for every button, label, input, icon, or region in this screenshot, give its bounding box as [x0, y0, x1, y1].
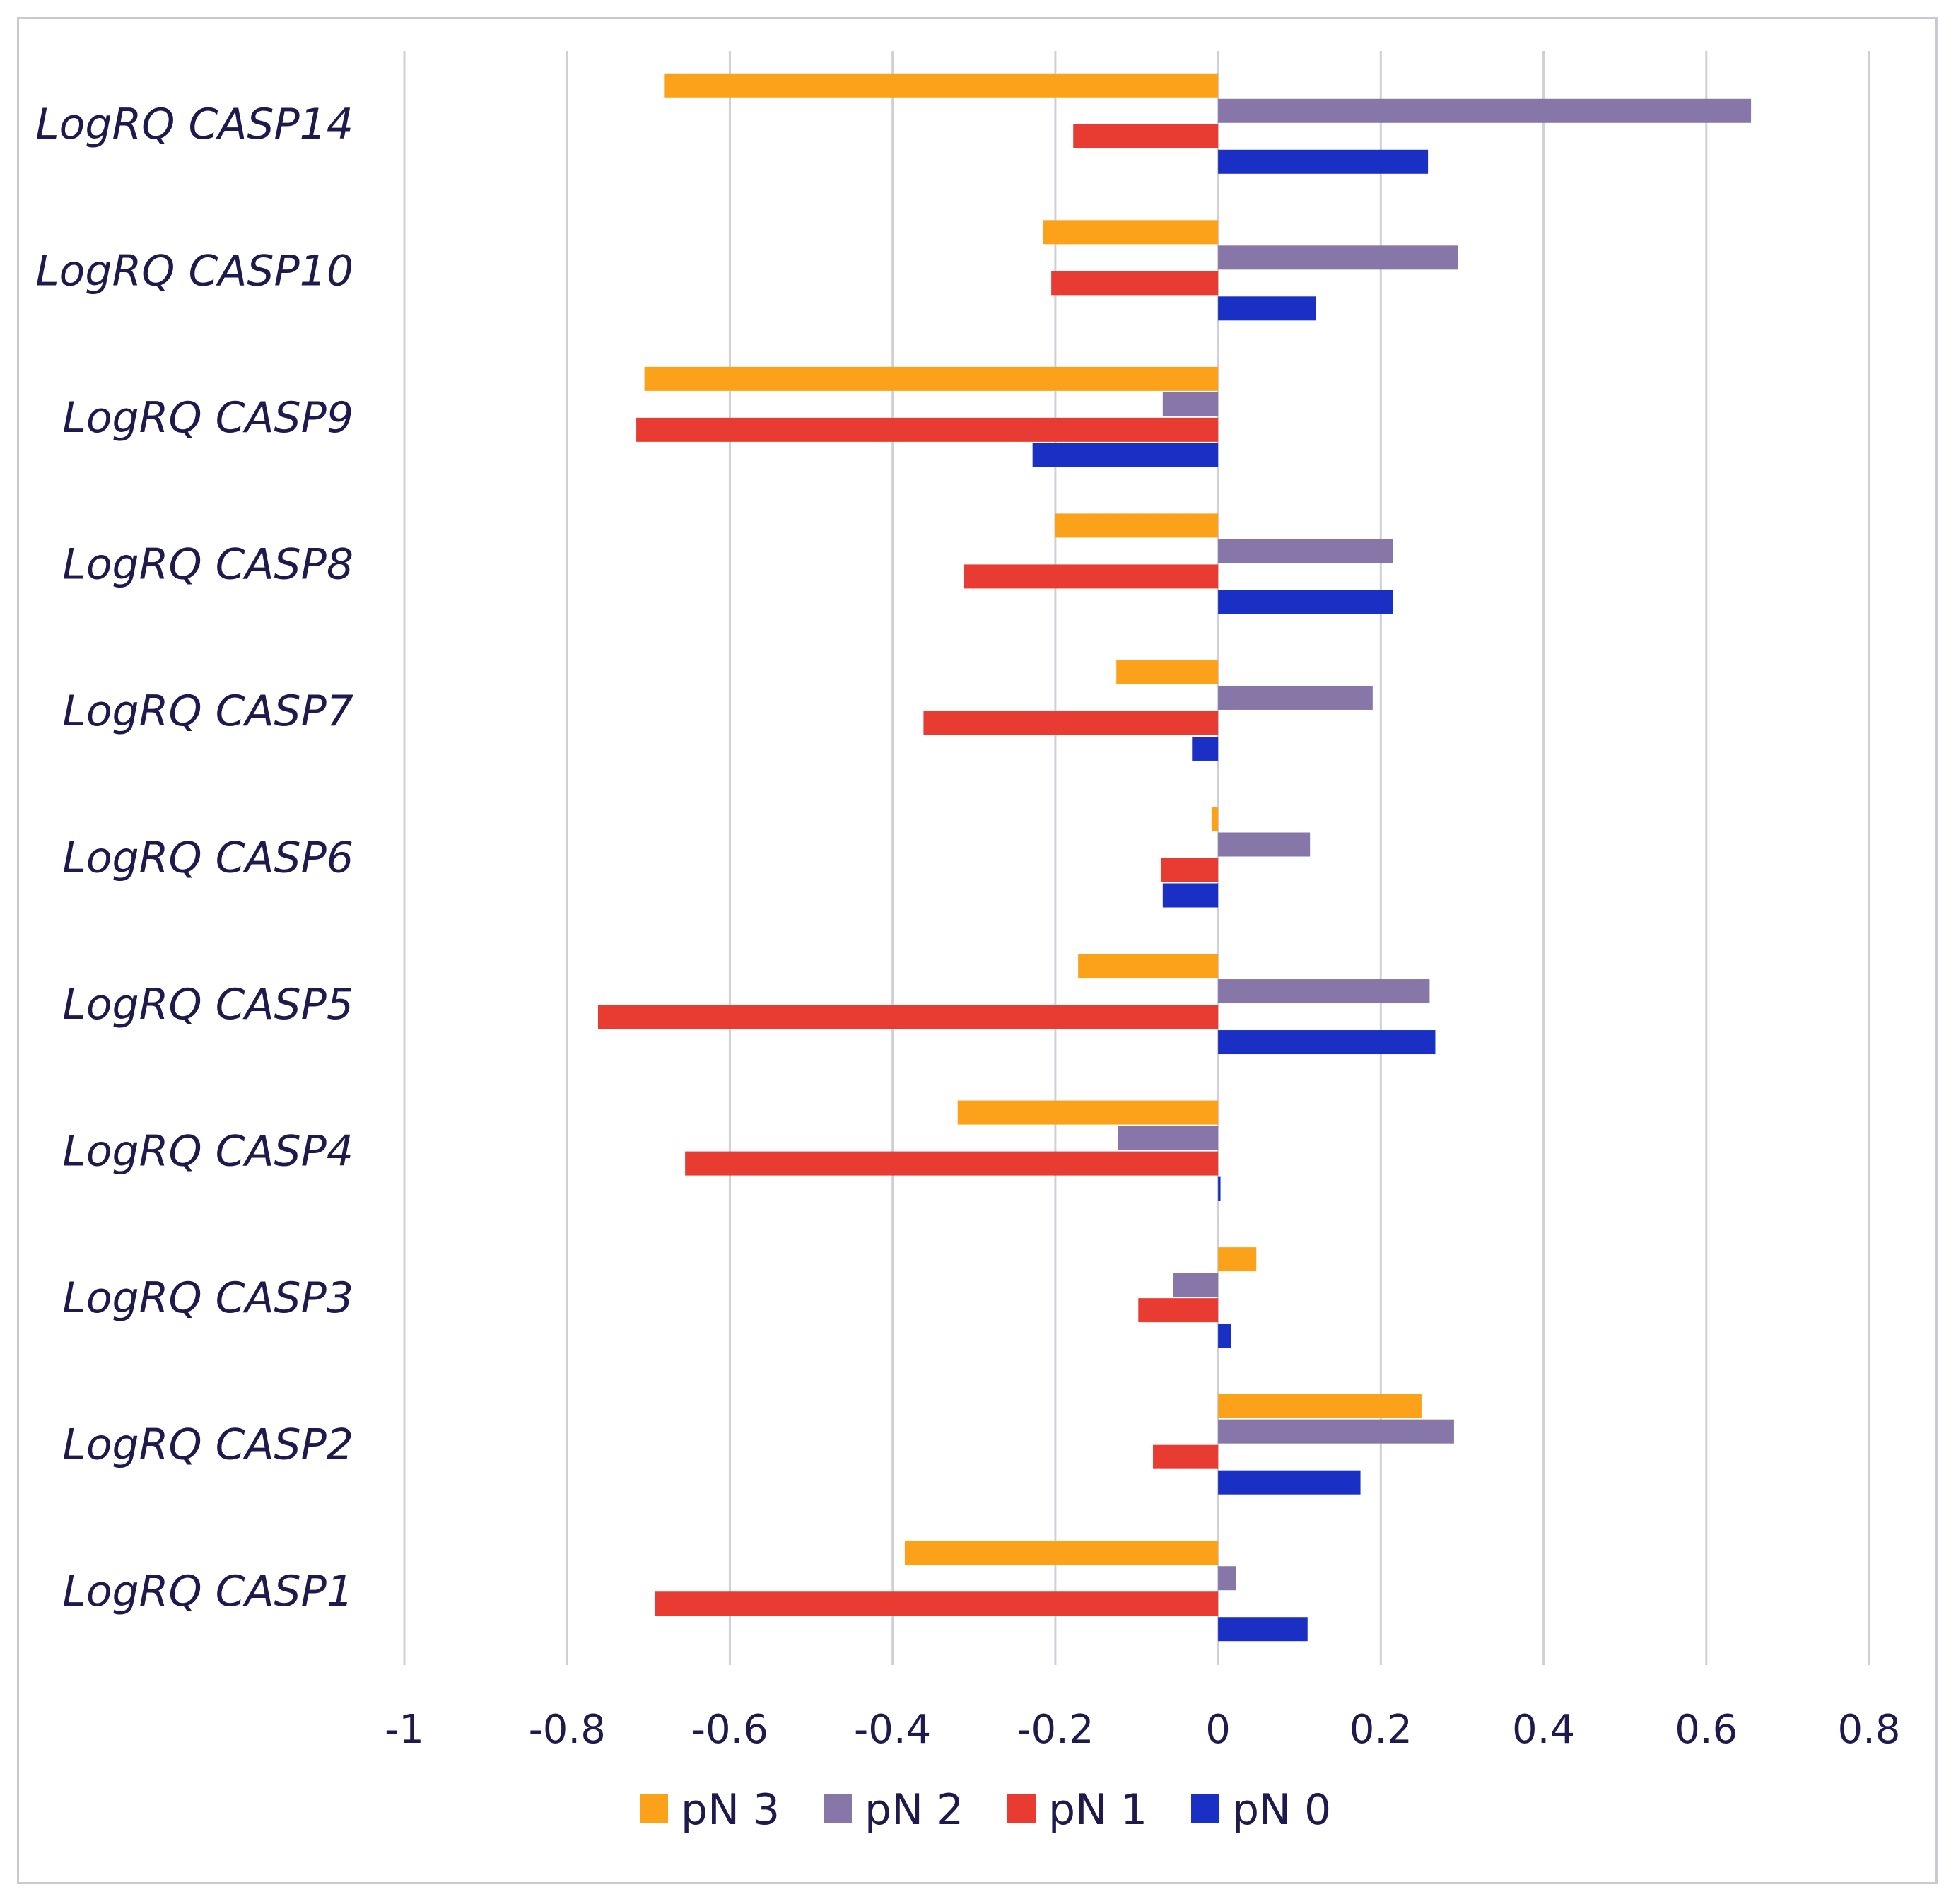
legend-label: pN 0	[1232, 1785, 1331, 1835]
bar-pn3	[1055, 513, 1219, 538]
legend: pN 3 pN 2 pN 1 pN 0	[640, 1785, 1331, 1835]
category-label: LogRQ CASP2	[62, 1420, 353, 1470]
legend-swatch	[1191, 1794, 1219, 1823]
bar-pn0	[1218, 149, 1429, 174]
category-label: LogRQ CASP9	[62, 393, 353, 443]
category-label: LogRQ CASP4	[62, 1127, 353, 1176]
x-tick-label: -0.6	[691, 1707, 768, 1753]
bar-pn0	[1218, 1617, 1308, 1642]
x-tick-labels: -1 -0.8 -0.6 -0.4 -0.2 0 0.2 0.4 0.6 0.8	[385, 1707, 1900, 1753]
bar-pn1	[1073, 124, 1219, 148]
bar-pn2	[1218, 539, 1393, 563]
bar-pn2	[1218, 1419, 1454, 1444]
x-tick-label: -0.2	[1017, 1707, 1094, 1753]
bars	[597, 73, 1752, 1642]
bar-pn0	[1218, 1176, 1221, 1201]
x-tick-label: 0.2	[1349, 1707, 1412, 1753]
category-label: LogRQ CASP6	[62, 834, 353, 883]
bar-pn1	[923, 711, 1219, 735]
category-label: LogRQ CASP7	[62, 687, 353, 736]
legend-label: pN 3	[681, 1785, 780, 1835]
x-tick-label: 0.6	[1675, 1707, 1738, 1753]
bar-pn3	[1211, 807, 1219, 831]
bar-pn3	[1116, 660, 1219, 684]
bar-pn3	[1218, 1394, 1422, 1418]
bar-pn1	[1051, 271, 1219, 296]
category-label: LogRQ CASP14	[35, 100, 353, 149]
bar-pn0	[1032, 443, 1219, 467]
x-tick-label: -1	[385, 1707, 424, 1753]
bar-pn3	[957, 1100, 1219, 1125]
bar-pn2	[1173, 1273, 1219, 1297]
bar-pn3	[1218, 1247, 1257, 1272]
bar-pn1	[636, 417, 1219, 442]
bar-pn0	[1218, 296, 1316, 321]
bar-pn0	[1218, 1030, 1436, 1055]
legend-swatch	[824, 1794, 852, 1823]
category-label: LogRQ CASP5	[62, 980, 353, 1029]
x-tick-label: 0.8	[1837, 1707, 1900, 1753]
category-label: LogRQ CASP8	[62, 539, 353, 589]
bar-pn2	[1218, 832, 1311, 857]
bar-pn2	[1218, 98, 1752, 123]
legend-label: pN 1	[1048, 1785, 1147, 1835]
category-label: LogRQ CASP3	[62, 1273, 353, 1323]
bar-pn1	[685, 1151, 1219, 1176]
x-tick-label: -0.4	[854, 1707, 931, 1753]
bar-pn1	[964, 564, 1219, 589]
bar-pn2	[1218, 979, 1430, 1004]
bar-pn2	[1218, 1566, 1236, 1591]
bar-pn2	[1162, 392, 1219, 416]
x-tick-label: -0.8	[529, 1707, 606, 1753]
bar-pn2	[1218, 685, 1373, 710]
x-tick-label: 0.4	[1512, 1707, 1575, 1753]
bar-pn1	[1153, 1444, 1219, 1469]
bar-pn1	[1138, 1298, 1219, 1323]
bar-pn3	[664, 73, 1219, 98]
bar-pn2	[1118, 1126, 1219, 1150]
category-labels: LogRQ CASP14 LogRQ CASP10 LogRQ CASP9 LogRQ…	[35, 100, 353, 1616]
legend-label: pN 2	[865, 1785, 964, 1835]
category-label: LogRQ CASP1	[62, 1567, 353, 1616]
bar-pn0	[1192, 736, 1219, 761]
bar-pn3	[1043, 220, 1219, 245]
bar-pn3	[644, 366, 1219, 391]
legend-swatch	[640, 1794, 668, 1823]
bar-pn0	[1218, 1470, 1361, 1495]
bar-pn1	[597, 1005, 1219, 1029]
bar-pn0	[1218, 590, 1393, 614]
bar-pn1	[655, 1591, 1219, 1616]
bar-pn1	[1161, 858, 1219, 882]
bar-pn0	[1162, 883, 1219, 908]
category-label: LogRQ CASP10	[35, 246, 353, 296]
bar-pn3	[1078, 954, 1219, 979]
chart-frame	[17, 17, 1938, 1884]
x-tick-label: 0	[1205, 1707, 1231, 1753]
bar-pn2	[1218, 245, 1458, 270]
bar-pn3	[904, 1541, 1219, 1565]
bar-pn0	[1218, 1324, 1231, 1348]
legend-swatch	[1007, 1794, 1036, 1823]
